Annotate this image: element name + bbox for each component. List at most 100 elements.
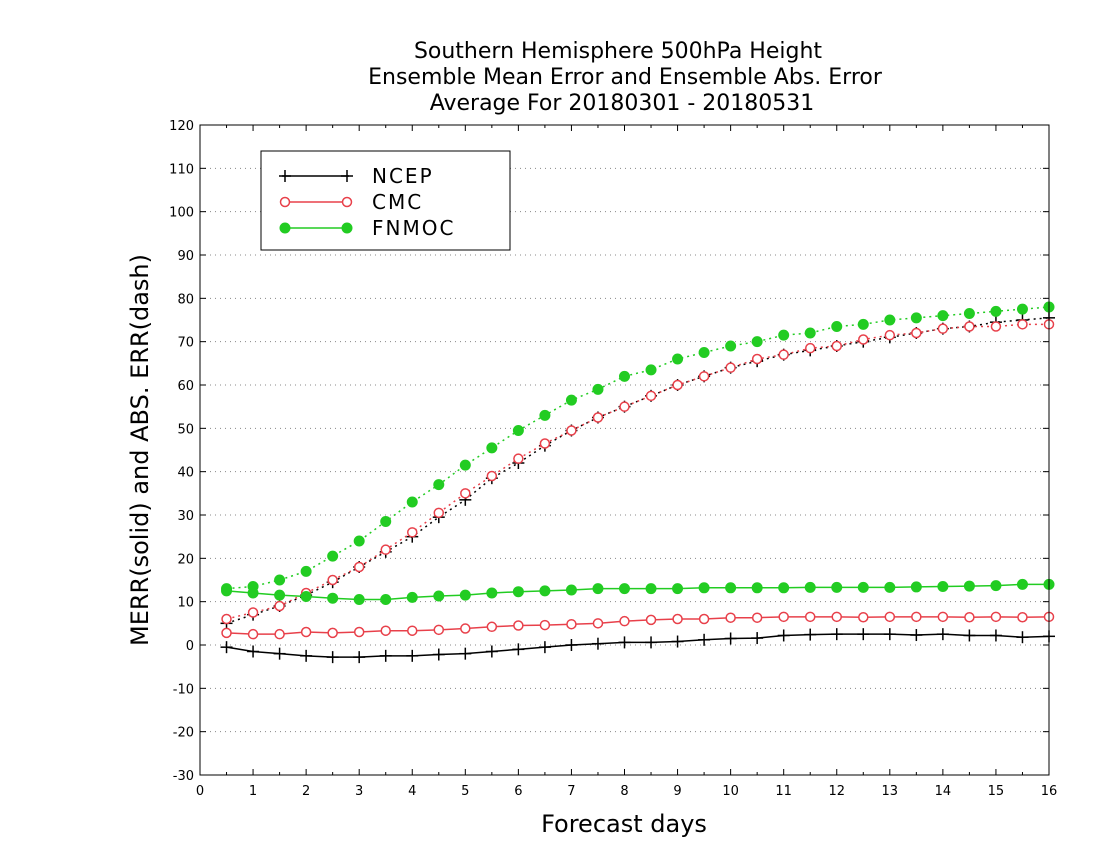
y-axis-label: MERR(solid) and ABS. ERR(dash) (126, 254, 154, 646)
x-tick-label: 6 (514, 784, 522, 799)
cmc-merr-point (380, 625, 391, 636)
y-tick-label: -30 (173, 769, 194, 784)
cmc-abs-err-point (911, 327, 922, 339)
cmc-abs-err-point (327, 574, 338, 586)
fnmoc-abs-err-point (327, 550, 339, 562)
ncep-merr-point (353, 651, 366, 664)
cmc-abs-err-point (937, 323, 949, 334)
fnmoc-merr-point (539, 585, 551, 597)
fnmoc-abs-err-line (226, 306, 1050, 590)
y-tick-label: 110 (169, 162, 194, 177)
ncep-merr-point (936, 628, 949, 641)
ncep-merr-point (326, 651, 339, 664)
fnmoc-merr-point (353, 594, 365, 605)
fnmoc-merr-point (698, 582, 710, 594)
fnmoc-abs-err-point (380, 516, 392, 527)
legend-marker-ncep (341, 170, 353, 182)
cmc-abs-err-point (884, 329, 896, 341)
x-tick-label: 5 (461, 784, 469, 799)
cmc-merr-point (725, 612, 736, 623)
ncep-merr-point (220, 641, 233, 654)
ncep-merr-point (751, 632, 764, 645)
legend-marker-ncep (279, 170, 291, 182)
x-tick-label: 8 (620, 784, 628, 799)
title-line-1: Southern Hemisphere 500hPa Height (414, 39, 822, 64)
fnmoc-merr-point (274, 589, 286, 601)
cmc-merr-point (486, 621, 498, 633)
cmc-abs-err-point (592, 412, 604, 423)
fnmoc-abs-err-point (406, 496, 418, 508)
ncep-merr-point (777, 629, 790, 642)
fnmoc-merr-point (910, 581, 922, 593)
cmc-abs-err-point (353, 561, 365, 573)
ncep-merr-point (963, 629, 976, 642)
ncep-merr-point (645, 636, 658, 649)
cmc-abs-err-point (407, 527, 418, 538)
fnmoc-abs-err-point (831, 321, 843, 332)
fnmoc-abs-err-point (353, 535, 365, 547)
x-tick-label: 15 (988, 784, 1005, 799)
y-tick-label: 80 (177, 292, 194, 307)
cmc-abs-err-point (804, 342, 816, 354)
cmc-merr-point (592, 618, 604, 629)
cmc-merr-point (566, 618, 577, 630)
ncep-merr-point (432, 648, 445, 661)
cmc-abs-err-point (751, 353, 763, 365)
fnmoc-abs-err-point (459, 459, 471, 471)
legend-box (260, 150, 511, 251)
ncep-merr-point (671, 635, 684, 648)
y-tick-label: -10 (173, 682, 194, 697)
fnmoc-merr-point (327, 592, 339, 604)
fnmoc-merr-point (804, 581, 816, 593)
y-tick-label: 70 (177, 336, 194, 351)
x-tick-label: 2 (302, 784, 310, 799)
fnmoc-merr-point (963, 580, 975, 592)
ncep-merr-point (300, 649, 313, 662)
cmc-merr-point (778, 611, 789, 623)
cmc-merr-point (911, 611, 922, 623)
fnmoc-abs-err-point (433, 479, 445, 491)
ncep-merr-point (247, 645, 260, 658)
cmc-merr-point (751, 612, 763, 623)
cmc-abs-err-point (645, 390, 657, 402)
ncep-merr-point (485, 645, 498, 658)
cmc-merr-point (460, 623, 471, 634)
cmc-merr-point (221, 627, 232, 639)
y-tick-label: -20 (173, 726, 194, 741)
title-line-2: Ensemble Mean Error and Ensemble Abs. Er… (368, 65, 883, 90)
cmc-merr-point (937, 611, 949, 623)
ncep-merr-point (406, 649, 419, 662)
fnmoc-merr-point (937, 581, 949, 592)
legend-label-cmc: CMC (372, 190, 423, 214)
ncep-abs-err-line (226, 317, 1050, 625)
cmc-abs-err-point (858, 334, 869, 345)
cmc-merr-point (300, 626, 312, 638)
fnmoc-abs-err-point (698, 347, 710, 358)
cmc-abs-err-point (831, 340, 842, 352)
fnmoc-merr-line (226, 583, 1049, 601)
ncep-merr-line (226, 633, 1050, 658)
fnmoc-merr-point (645, 583, 657, 595)
cmc-abs-err-point (778, 349, 789, 360)
y-tick-label: 90 (177, 249, 194, 264)
fnmoc-abs-err-point (672, 353, 684, 365)
y-tick-label: 120 (169, 119, 194, 134)
fnmoc-merr-point (672, 583, 684, 595)
cmc-abs-err-point (433, 507, 445, 519)
x-tick-label: 12 (828, 784, 845, 799)
ncep-merr-point (830, 628, 843, 641)
fnmoc-abs-err-point (619, 370, 630, 382)
fnmoc-merr-point (300, 590, 312, 602)
fnmoc-merr-point (486, 587, 498, 599)
fnmoc-abs-err-point (990, 305, 1002, 317)
series-fnmoc (221, 301, 1055, 605)
fnmoc-merr-point (565, 584, 577, 596)
y-tick-label: 40 (177, 466, 194, 481)
legend-marker-fnmoc (341, 222, 353, 234)
x-tick-label: 13 (882, 784, 899, 799)
y-tick-label: 50 (177, 422, 194, 437)
cmc-merr-point (1017, 612, 1028, 623)
fnmoc-merr-point (990, 580, 1002, 592)
ncep-merr-point (804, 628, 817, 641)
